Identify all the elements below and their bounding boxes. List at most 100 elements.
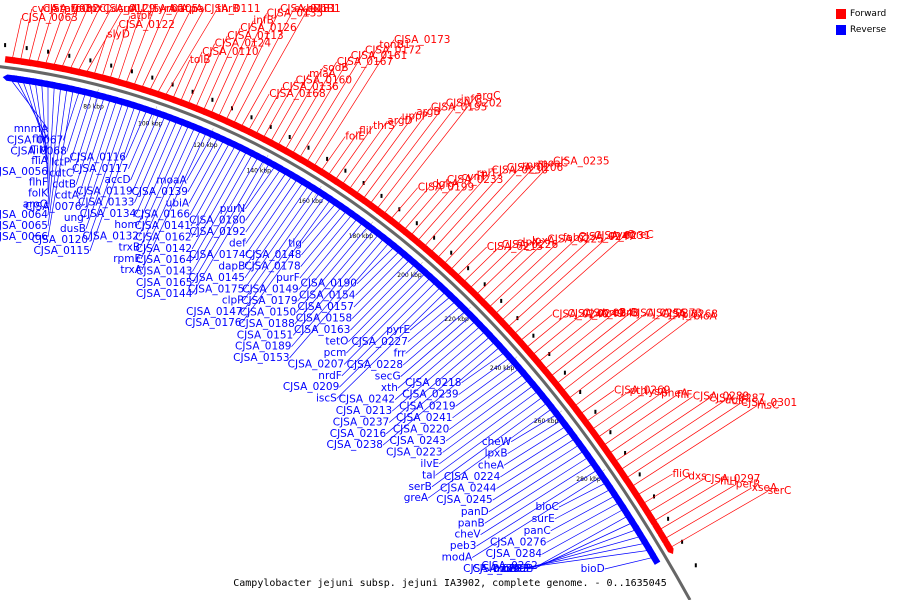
- forward-gene-leader: [133, 8, 167, 87]
- forward-gene-leader: [156, 8, 205, 95]
- reverse-gene-label: CJSA_0243: [390, 435, 446, 447]
- forward-gene-leader: [636, 473, 673, 496]
- reverse-gene-leader: [510, 413, 558, 443]
- reverse-gene-label: CJSA_0239: [402, 389, 458, 401]
- reverse-gene-label: CJSA_0139: [132, 186, 188, 198]
- reverse-gene-label: panC: [524, 525, 551, 537]
- forward-gene-leader: [61, 8, 88, 69]
- forward-gene-glyph: [624, 479, 636, 493]
- forward-gene-label: CJSA_0105: [142, 3, 198, 15]
- forward-gene-label: argC: [476, 90, 501, 102]
- forward-gene-label: CJSA_0273: [646, 308, 702, 320]
- forward-gene-leader: [284, 61, 338, 151]
- reverse-gene-leader: [397, 320, 477, 389]
- backbone-marker: [467, 266, 470, 271]
- reverse-gene-leader: [301, 202, 337, 244]
- reverse-gene-leader: [461, 351, 506, 384]
- forward-gene-leader: [449, 161, 554, 271]
- reverse-gene-leader: [244, 185, 310, 279]
- forward-gene-label: argB: [416, 106, 440, 118]
- reverse-gene-label: CJSA_0162: [135, 232, 191, 244]
- forward-gene-label: exbD1: [294, 3, 328, 15]
- reverse-gene-leader: [41, 82, 49, 183]
- forward-gene-label: xseA: [752, 482, 778, 494]
- forward-gene-label: CJSA_0268: [662, 308, 718, 320]
- backbone-marker: [681, 539, 684, 544]
- reverse-gene-label: dusB: [60, 223, 86, 235]
- forward-gene-leader: [500, 235, 595, 322]
- reverse-gene-label: hom: [114, 219, 137, 231]
- reverse-gene-label: lctP: [51, 157, 70, 169]
- forward-gene-leader: [436, 165, 523, 259]
- forward-gene-leader: [313, 39, 395, 168]
- reverse-gene-label: CJSA_0244: [440, 483, 497, 495]
- reverse-gene-label: CJSA_0120: [32, 234, 88, 246]
- reverse-gene-leader: [137, 122, 184, 226]
- reverse-gene-label: CJSA_0134: [80, 208, 137, 220]
- forward-gene-label: perR: [736, 479, 761, 491]
- reverse-gene-leader: [519, 542, 646, 570]
- forward-gene-label: CJSA_0167: [337, 56, 393, 68]
- reverse-gene-leader: [75, 96, 105, 185]
- reverse-gene-label: CJSA_0142: [136, 243, 192, 255]
- forward-gene-leader: [36, 8, 54, 65]
- reverse-gene-label: CJSA_0223: [386, 447, 442, 459]
- forward-gene-leader: [383, 95, 477, 215]
- tick-label: 200 kbp: [397, 272, 422, 279]
- reverse-gene-label: CJSA_0219: [399, 400, 455, 412]
- reverse-gene-leader: [291, 237, 385, 347]
- reverse-gene-label: CJSA_0144: [136, 288, 193, 300]
- backbone-marker: [250, 115, 253, 120]
- reverse-gene-leader: [190, 145, 236, 227]
- forward-gene-leader: [602, 394, 678, 447]
- forward-gene-label: CJSA_0235: [553, 155, 609, 167]
- forward-gene-leader: [69, 8, 100, 71]
- legend-forward: Forward: [836, 6, 886, 22]
- forward-gene-leader: [537, 312, 599, 363]
- reverse-gene-leader: [407, 300, 457, 343]
- reverse-swatch: [836, 25, 846, 35]
- forward-gene-label: lpxA: [532, 235, 556, 247]
- reverse-gene-leader: [503, 425, 567, 466]
- forward-gene-leader: [52, 8, 77, 68]
- reverse-gene-label: CJSA_0154: [299, 289, 356, 301]
- forward-gene-label: CJSA_0111: [204, 3, 260, 15]
- reverse-gene-label: CJSA_0190: [301, 278, 357, 290]
- forward-gene-leader: [369, 103, 447, 205]
- reverse-gene-label: CJSA_0149: [242, 284, 298, 296]
- reverse-gene-label: peb3: [450, 540, 476, 552]
- forward-gene-label: cynT: [462, 171, 488, 183]
- reverse-gene-label: CJSA_0143: [136, 266, 192, 278]
- reverse-gene-label: CJSA_0151: [237, 329, 293, 341]
- forward-gene-leader: [475, 240, 533, 296]
- forward-gene-leader: [269, 73, 310, 143]
- tick-label: 240 kbp: [490, 365, 515, 372]
- legend: Forward Reverse: [836, 6, 886, 38]
- reverse-gene-label: CJSA_0179: [241, 295, 297, 307]
- forward-gene-leader: [187, 43, 215, 106]
- reverse-gene-leader: [449, 373, 525, 430]
- reverse-gene-label: CJSA_0207: [288, 359, 344, 371]
- reverse-gene-label: cheV: [455, 529, 482, 541]
- reverse-gene-label: panB: [458, 517, 485, 529]
- reverse-gene-leader: [132, 115, 166, 192]
- reverse-gene-leader: [134, 117, 172, 203]
- backbone-marker: [653, 494, 655, 499]
- forward-gene-label: CJSA_0231: [594, 230, 650, 242]
- reverse-gene-label: CJSA_0076: [25, 201, 82, 213]
- reverse-gene-leader: [405, 305, 462, 354]
- backbone-marker: [563, 370, 566, 375]
- reverse-gene-leader: [385, 341, 496, 435]
- reverse-gene-label: iscS: [316, 393, 337, 405]
- reverse-gene-label: CJSA_0153: [233, 352, 289, 364]
- reverse-gene-label: CJSA_0115: [33, 245, 89, 257]
- tick-label: 180 kbp: [349, 233, 374, 240]
- reverse-gene-leader: [298, 217, 358, 290]
- forward-gene-label: fliG: [673, 468, 691, 480]
- forward-gene-label: CJSA_0135: [267, 7, 323, 19]
- reverse-gene-leader: [546, 501, 620, 543]
- forward-gene-leader: [669, 490, 768, 549]
- reverse-gene-leader: [245, 171, 287, 233]
- forward-gene-leader: [11, 18, 22, 61]
